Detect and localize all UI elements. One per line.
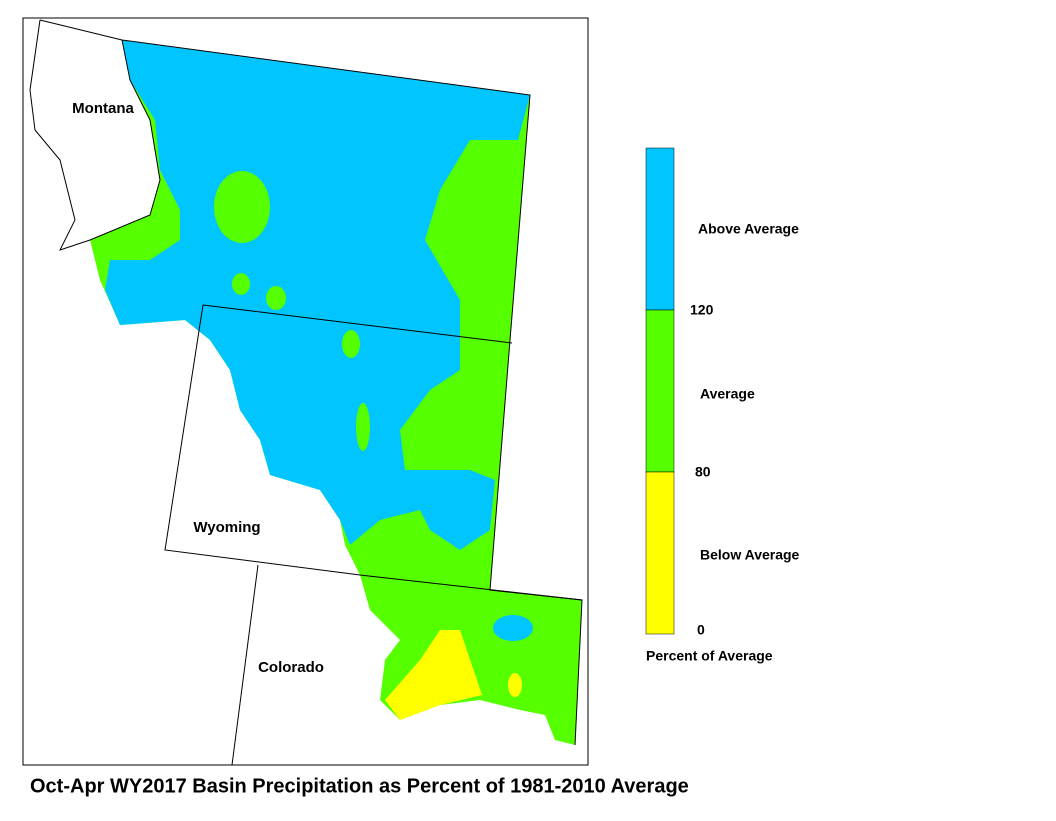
legend-swatch	[645, 147, 675, 311]
average-region	[342, 330, 360, 358]
state-boundary	[202, 304, 513, 344]
legend-title: Percent of Average	[646, 648, 773, 664]
average-region	[232, 273, 250, 295]
legend-break: 80	[695, 464, 711, 480]
above-average-region	[105, 40, 530, 550]
average-region	[356, 403, 370, 451]
legend-label: Average	[700, 386, 755, 402]
legend-label: Below Average	[700, 547, 800, 563]
average-region	[214, 171, 270, 243]
average-region	[266, 286, 286, 310]
state-label: Colorado	[258, 659, 324, 676]
below-average-region	[385, 630, 482, 720]
state-boundary	[231, 564, 259, 766]
legend-break: 0	[697, 622, 705, 638]
map-title: Oct-Apr WY2017 Basin Precipitation as Pe…	[30, 775, 689, 797]
legend-label: Above Average	[698, 221, 799, 237]
legend-break: 120	[690, 302, 714, 318]
state-boundary	[29, 19, 161, 251]
state-label: Montana	[72, 100, 134, 117]
above-average-region	[493, 615, 533, 641]
legend-swatch	[645, 309, 675, 473]
below-average-region	[508, 673, 522, 697]
state-boundary	[164, 304, 583, 601]
legend-swatch	[645, 471, 675, 635]
state-label: Wyoming	[193, 519, 260, 536]
